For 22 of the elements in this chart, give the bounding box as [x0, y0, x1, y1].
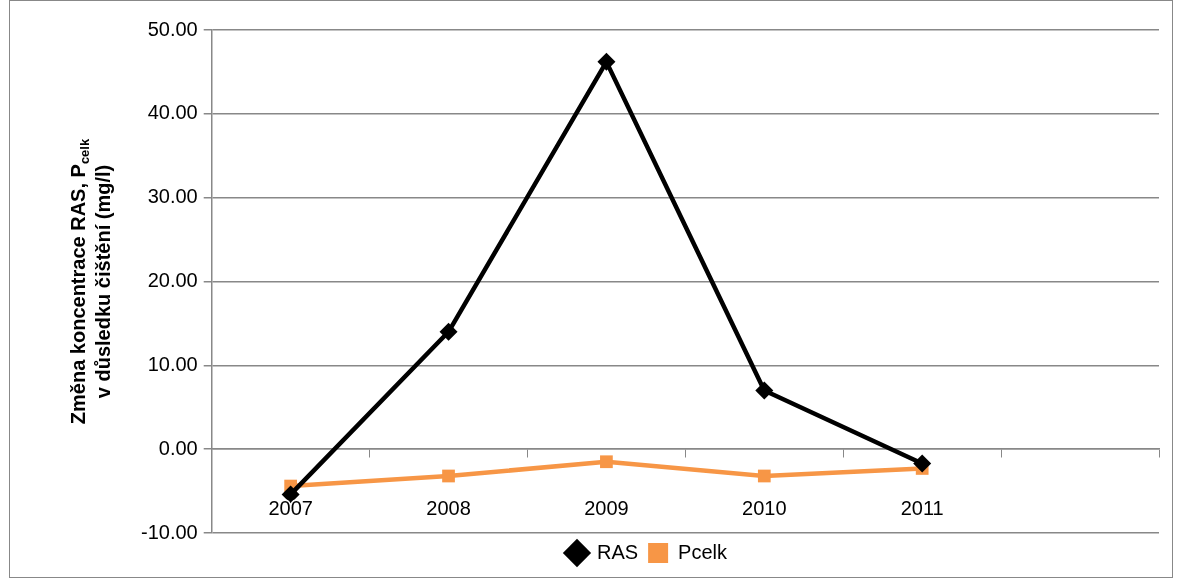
- legend-label: RAS: [596, 540, 639, 563]
- y-tick-label: 10.00: [147, 352, 198, 375]
- point: [442, 469, 455, 483]
- y-tick-label: 20.00: [147, 269, 198, 292]
- point: [597, 52, 616, 71]
- x-tick-label: 2011: [900, 496, 944, 519]
- y-tick-label: 50.00: [147, 17, 198, 40]
- point: [600, 455, 613, 469]
- point: [439, 322, 458, 341]
- y-tick-label: 40.00: [147, 101, 198, 124]
- x-tick-label: 2010: [742, 496, 787, 519]
- point: [757, 469, 771, 483]
- y-axis-title: Změna koncentrace RAS, Pcelk v důsledku čištění (mg/l): [67, 138, 115, 425]
- legend-label: Pcelk: [678, 540, 729, 563]
- y-tick-label: 30.00: [147, 185, 198, 208]
- point: [755, 381, 774, 400]
- x-tick-label: 2007: [268, 496, 313, 519]
- y-tick-label: -10.00: [140, 520, 198, 543]
- y-tick-label: 0.00: [158, 436, 198, 459]
- point: [913, 454, 932, 473]
- x-tick-label: 2009: [584, 496, 629, 519]
- x-tick-label: 2008: [426, 496, 471, 519]
